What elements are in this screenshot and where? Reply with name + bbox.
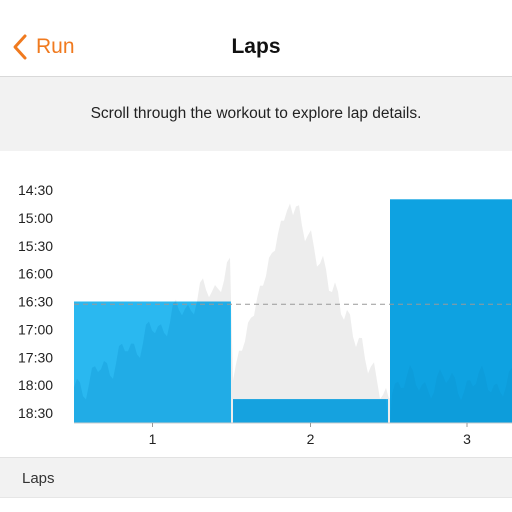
y-tick-label: 18:30 <box>18 405 53 421</box>
page-title: Laps <box>231 35 281 58</box>
lap-bar-3[interactable] <box>390 199 512 423</box>
navigation-bar: Run Laps <box>0 0 512 77</box>
section-header: Laps <box>0 457 512 497</box>
y-tick-label: 17:00 <box>18 321 53 337</box>
y-tick-label: 17:30 <box>18 349 53 365</box>
section-header-label: Laps <box>22 470 55 487</box>
back-button-label: Run <box>36 35 75 58</box>
y-tick-label: 15:00 <box>18 210 53 226</box>
laps-pace-chart[interactable]: 14:30 15:00 15:30 16:00 16:30 17:00 17:30 18:00… <box>0 151 512 457</box>
y-tick-label: 15:30 <box>18 238 53 254</box>
lap-bar-2[interactable] <box>233 399 388 423</box>
lap-trace-overlay-2 <box>233 399 388 423</box>
y-tick-label: 16:00 <box>18 266 53 282</box>
lap-bar-1[interactable] <box>74 301 231 424</box>
laps-list <box>0 497 512 512</box>
x-tick-label: 1 <box>149 431 157 447</box>
chevron-left-icon <box>13 34 27 60</box>
x-tick-label: 3 <box>463 431 471 447</box>
back-button[interactable]: Run <box>10 30 75 64</box>
laps-chart-svg: 14:30 15:00 15:30 16:00 16:30 17:00 17:30 18:00… <box>18 182 512 447</box>
instruction-text: Scroll through the workout to explore la… <box>90 105 422 122</box>
x-tick-label: 2 <box>307 431 315 447</box>
y-tick-label: 14:30 <box>18 182 53 198</box>
y-tick-label: 16:30 <box>18 294 53 310</box>
lap-trace-overlay-3 <box>390 365 512 423</box>
lap-trace-overlay-1 <box>74 301 231 423</box>
y-tick-label: 18:00 <box>18 377 53 393</box>
instruction-banner: Scroll through the workout to explore la… <box>0 77 512 151</box>
